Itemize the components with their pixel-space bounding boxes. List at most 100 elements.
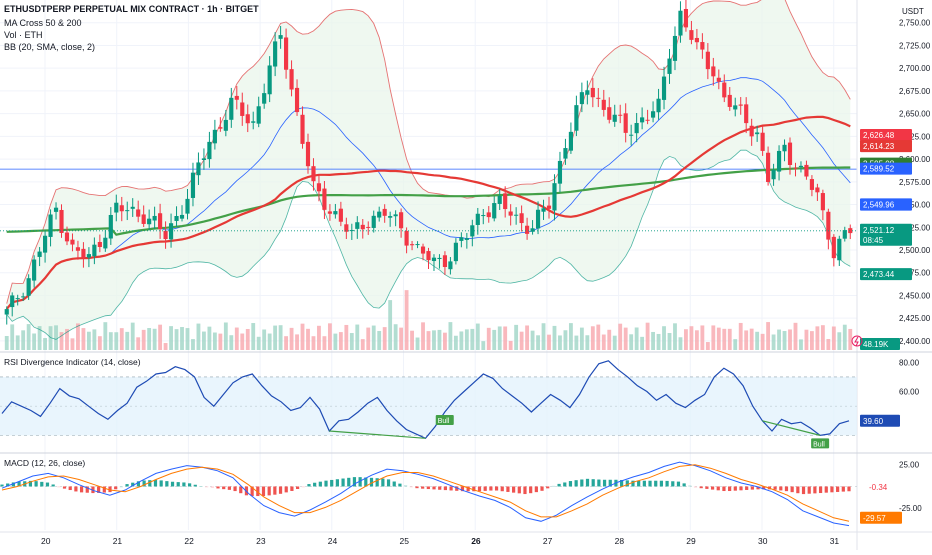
- macd-histogram-bar: [477, 486, 482, 492]
- candle: [382, 204, 387, 223]
- candle-body: [338, 208, 343, 222]
- time-axis-tick: 30: [758, 536, 768, 546]
- price-axis-tick: 2,625.00: [899, 132, 931, 141]
- candle: [48, 209, 53, 247]
- candle-body: [667, 58, 672, 74]
- volume-bar: [667, 333, 672, 350]
- candle-body: [141, 214, 146, 224]
- macd-histogram-bar: [529, 486, 533, 494]
- volume-bar: [678, 337, 683, 350]
- macd-histogram-bar: [534, 486, 538, 493]
- volume-bar: [530, 330, 535, 350]
- macd-histogram-bar: [216, 486, 220, 489]
- time-axis-tick: 28: [615, 536, 625, 546]
- candle-body: [355, 222, 360, 229]
- volume-bar: [448, 322, 453, 350]
- macd-histogram-bar: [472, 486, 476, 492]
- macd-histogram-bar: [97, 486, 101, 493]
- candle-body: [486, 212, 491, 218]
- candle-body: [744, 104, 749, 124]
- macd-histogram-bar: [290, 486, 294, 491]
- candle: [163, 221, 168, 249]
- candle-body: [185, 198, 190, 214]
- volume-bar: [344, 324, 349, 350]
- volume-bar: [799, 339, 803, 350]
- indicator-ma-cross[interactable]: MA Cross 50 & 200: [4, 18, 82, 28]
- candle: [787, 137, 793, 175]
- macd-histogram-bar: [324, 480, 328, 487]
- candle: [262, 83, 267, 109]
- macd-histogram-bar: [187, 483, 192, 487]
- candle: [278, 26, 283, 49]
- candle: [289, 60, 294, 97]
- volume-bar: [15, 335, 20, 350]
- volume-bar: [585, 335, 590, 350]
- ma-50-line: [5, 115, 851, 310]
- volume-bar: [245, 328, 250, 350]
- volume-bar: [59, 332, 64, 350]
- macd-histogram-bar: [358, 477, 362, 487]
- candle-body: [546, 205, 552, 209]
- volume-bar: [158, 324, 163, 350]
- candle-body: [848, 228, 853, 234]
- time-axis-tick: 25: [400, 536, 410, 546]
- volume-bar: [842, 324, 847, 350]
- indicator-bollinger[interactable]: BB (20, SMA, close, 2): [4, 42, 96, 52]
- candle: [229, 87, 234, 128]
- volume-bar: [694, 330, 699, 350]
- candle-body: [284, 37, 289, 70]
- candle: [360, 219, 365, 239]
- volume-bar: [470, 328, 475, 350]
- macd-histogram-bar: [705, 486, 709, 489]
- candle-body: [766, 152, 771, 182]
- volume-bar: [568, 323, 573, 350]
- rsi-value-bg: [860, 414, 900, 427]
- candle: [86, 247, 91, 268]
- macd-histogram-bar: [170, 481, 175, 487]
- candle: [4, 306, 9, 325]
- candle-body: [136, 209, 141, 217]
- candle-body: [574, 105, 579, 131]
- candle: [273, 32, 278, 77]
- candle: [327, 204, 332, 221]
- candle-body: [21, 296, 26, 298]
- macd-histogram-bar: [506, 486, 510, 492]
- candle-body: [240, 102, 245, 116]
- macd-histogram-bar: [750, 486, 754, 490]
- candle: [119, 196, 124, 222]
- candle: [755, 125, 760, 142]
- price-axis-tick: 2,675.00: [899, 87, 931, 96]
- macd-histogram-bar: [796, 486, 800, 494]
- candle-body: [470, 225, 475, 237]
- candle: [64, 226, 70, 246]
- candle-body: [672, 35, 678, 61]
- macd-histogram-bar: [438, 486, 442, 490]
- macd-histogram-bar: [415, 486, 419, 489]
- candle: [294, 79, 300, 116]
- volume-bar: [43, 338, 47, 350]
- candle: [760, 126, 765, 156]
- candle-body: [59, 209, 64, 233]
- macd-histogram-bar: [620, 479, 624, 487]
- candle: [212, 119, 217, 150]
- candle-body: [760, 132, 765, 151]
- bull-label-bg: [811, 438, 830, 449]
- lightning-icon-bolt: [854, 336, 859, 347]
- candle-body: [492, 203, 497, 219]
- macd-histogram-bar: [131, 482, 135, 487]
- macd-histogram-bar: [68, 486, 72, 491]
- volume-bar: [519, 331, 524, 350]
- candle: [711, 57, 716, 86]
- candle: [530, 220, 535, 235]
- price-axis-tick: 2,700.00: [899, 64, 931, 73]
- candle-body: [75, 247, 81, 251]
- macd-histogram-bar: [728, 486, 732, 492]
- candle-body: [4, 309, 9, 315]
- candle-body: [694, 37, 699, 43]
- indicator-volume[interactable]: Vol · ETH: [4, 30, 43, 40]
- price-label: 2,614.23: [863, 142, 895, 151]
- volume-bar: [289, 327, 294, 350]
- candle-body: [32, 259, 37, 281]
- price-axis-tick: 2,500.00: [899, 246, 931, 255]
